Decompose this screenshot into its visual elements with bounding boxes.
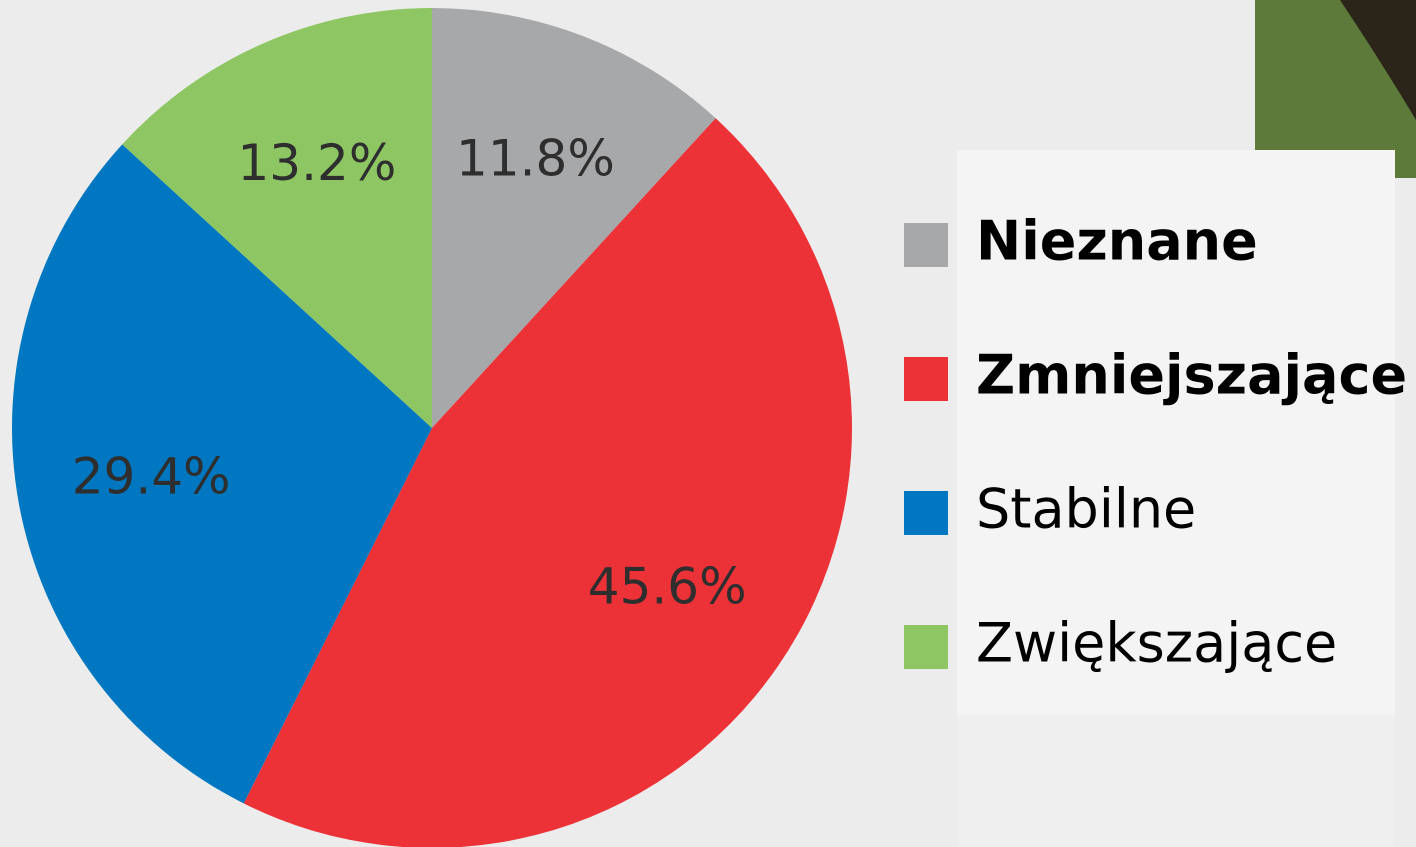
legend: Nieznane Zmniejszające Stabilne Zwiększając…	[904, 210, 1407, 675]
slice	[243, 118, 852, 847]
legend-item: Zmniejszające	[904, 344, 1407, 407]
slice	[432, 8, 716, 428]
legend-item: Stabilne	[904, 478, 1196, 541]
legend-swatch	[904, 625, 948, 669]
legend-panel	[957, 150, 1395, 715]
legend-label: Zwiększające	[976, 612, 1337, 675]
legend-label: Zmniejszające	[976, 344, 1407, 407]
legend-label: Stabilne	[976, 478, 1196, 541]
legend-item: Zwiększające	[904, 612, 1337, 675]
legend-swatch	[904, 491, 948, 535]
slice-label: 45.6%	[588, 558, 747, 616]
legend-swatch	[904, 223, 948, 267]
slice	[122, 8, 432, 428]
slice	[11, 144, 433, 804]
legend-label: Nieznane	[976, 210, 1258, 273]
legend-item: Nieznane	[904, 210, 1258, 273]
slice-label: 29.4%	[72, 447, 231, 505]
panel-lower	[957, 715, 1395, 847]
legend-swatch	[904, 357, 948, 401]
slice-label: 11.8%	[456, 129, 615, 187]
photo-detail	[1340, 0, 1416, 120]
pie: 11.8% 45.6% 29.4% 13.2%	[11, 8, 852, 847]
slice-label: 13.2%	[238, 134, 397, 192]
